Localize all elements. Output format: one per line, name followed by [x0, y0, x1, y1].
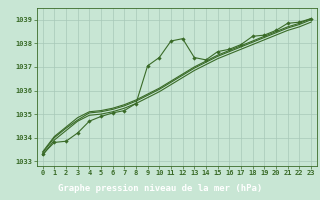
Text: Graphe pression niveau de la mer (hPa): Graphe pression niveau de la mer (hPa) [58, 184, 262, 193]
